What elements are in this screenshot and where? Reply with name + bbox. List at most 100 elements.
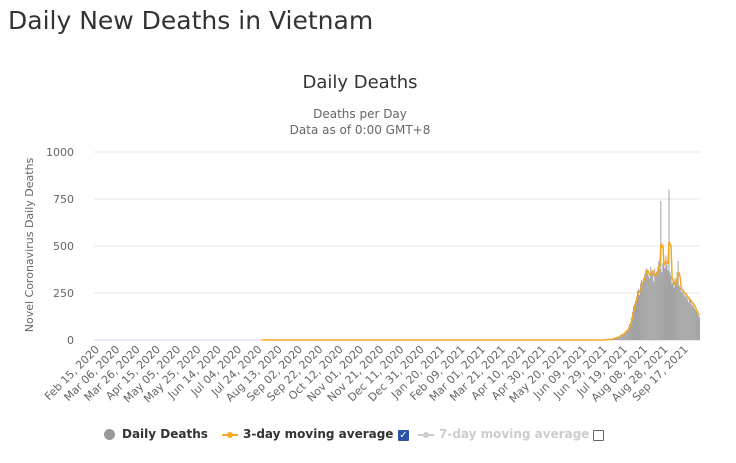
bar [620, 334, 622, 340]
bar [635, 300, 636, 340]
bar [662, 262, 664, 340]
bar [682, 289, 684, 340]
bar [642, 285, 644, 340]
bar [681, 293, 683, 340]
y-tick-label: 750 [53, 193, 74, 206]
bar [696, 313, 698, 340]
bar [636, 296, 637, 340]
bar [698, 317, 700, 340]
bar [625, 330, 627, 340]
bar [643, 277, 645, 340]
bar [665, 255, 667, 340]
bar [621, 335, 623, 340]
bar [692, 302, 694, 340]
y-tick-label: 1000 [46, 146, 74, 159]
legend-item-daily-deaths[interactable]: Daily Deaths [104, 427, 208, 441]
bar [652, 270, 654, 340]
bar [649, 277, 651, 340]
bar [619, 335, 621, 340]
chart-subtitle-line1: Deaths per Day [313, 107, 407, 121]
bar [674, 277, 676, 340]
chart-subtitle: Deaths per Day Data as of 0:00 GMT+8 [0, 106, 720, 138]
bar [618, 336, 620, 340]
bar [645, 270, 647, 340]
bar [677, 261, 679, 340]
bar [623, 332, 625, 340]
chart-title: Daily Deaths [302, 72, 418, 93]
bar [630, 317, 632, 340]
bar [671, 283, 673, 340]
bar [639, 294, 641, 340]
moving-average-lines [261, 240, 701, 341]
bar [647, 272, 649, 340]
grid-lines [94, 151, 700, 341]
legend-label: Daily Deaths [122, 427, 208, 441]
bar [656, 272, 658, 340]
bar [615, 337, 617, 340]
bar [694, 309, 696, 340]
bar [633, 306, 634, 340]
bar [637, 291, 638, 340]
bar [668, 189, 670, 340]
bar [670, 276, 672, 340]
legend-line-icon [222, 429, 238, 440]
bar [648, 276, 650, 340]
bar [675, 283, 677, 340]
bar [631, 311, 633, 340]
bar [684, 296, 686, 340]
bar [679, 287, 681, 340]
bar [658, 261, 660, 340]
page-title: Daily New Deaths in Vietnam [8, 6, 374, 35]
bar [655, 276, 657, 340]
y-axis-ticks: 0 250 500 750 1000 [46, 146, 74, 347]
y-axis-label: Novel Coronavirus Daily Deaths [23, 157, 36, 332]
bar [644, 274, 646, 340]
chart-subtitle-line2: Data as of 0:00 GMT+8 [289, 123, 431, 137]
legend-label: 7-day moving average [439, 427, 590, 441]
bar [685, 293, 687, 340]
bar [626, 329, 628, 340]
bar [687, 302, 689, 340]
bar [669, 272, 671, 340]
bar [657, 266, 659, 340]
bar [663, 259, 665, 340]
bar [689, 300, 691, 340]
bar [688, 296, 690, 340]
bar [640, 283, 642, 340]
bar [659, 268, 661, 340]
bar [653, 281, 655, 340]
legend-label: 3-day moving average [243, 427, 394, 441]
bar [651, 274, 653, 340]
bar [672, 281, 674, 340]
y-tick-label: 500 [53, 240, 74, 253]
bar [627, 327, 629, 340]
bar [678, 285, 680, 340]
bar [617, 336, 619, 340]
checkbox-3-day-average[interactable]: ✓ [398, 430, 409, 441]
y-tick-label: 250 [53, 287, 74, 300]
bar [693, 308, 695, 340]
bar [654, 268, 656, 340]
legend-item-7-day-average[interactable]: 7-day moving average [418, 427, 589, 441]
bar [676, 272, 678, 340]
checkbox-7-day-average[interactable] [593, 430, 604, 441]
legend-dot-icon [104, 428, 115, 440]
line-3-day-moving-average [261, 240, 701, 341]
bar [697, 315, 699, 340]
legend-item-3-day-average[interactable]: 3-day moving average [222, 427, 393, 441]
bar [690, 304, 692, 340]
bar [628, 324, 630, 340]
bar [673, 287, 675, 340]
bar [686, 298, 688, 340]
bar [650, 266, 652, 340]
bar [661, 272, 663, 340]
bar [691, 306, 693, 340]
bar [638, 289, 639, 340]
bar [683, 294, 685, 340]
bar [629, 323, 631, 340]
bar [646, 268, 648, 340]
bar [667, 270, 669, 340]
bar [695, 311, 697, 340]
